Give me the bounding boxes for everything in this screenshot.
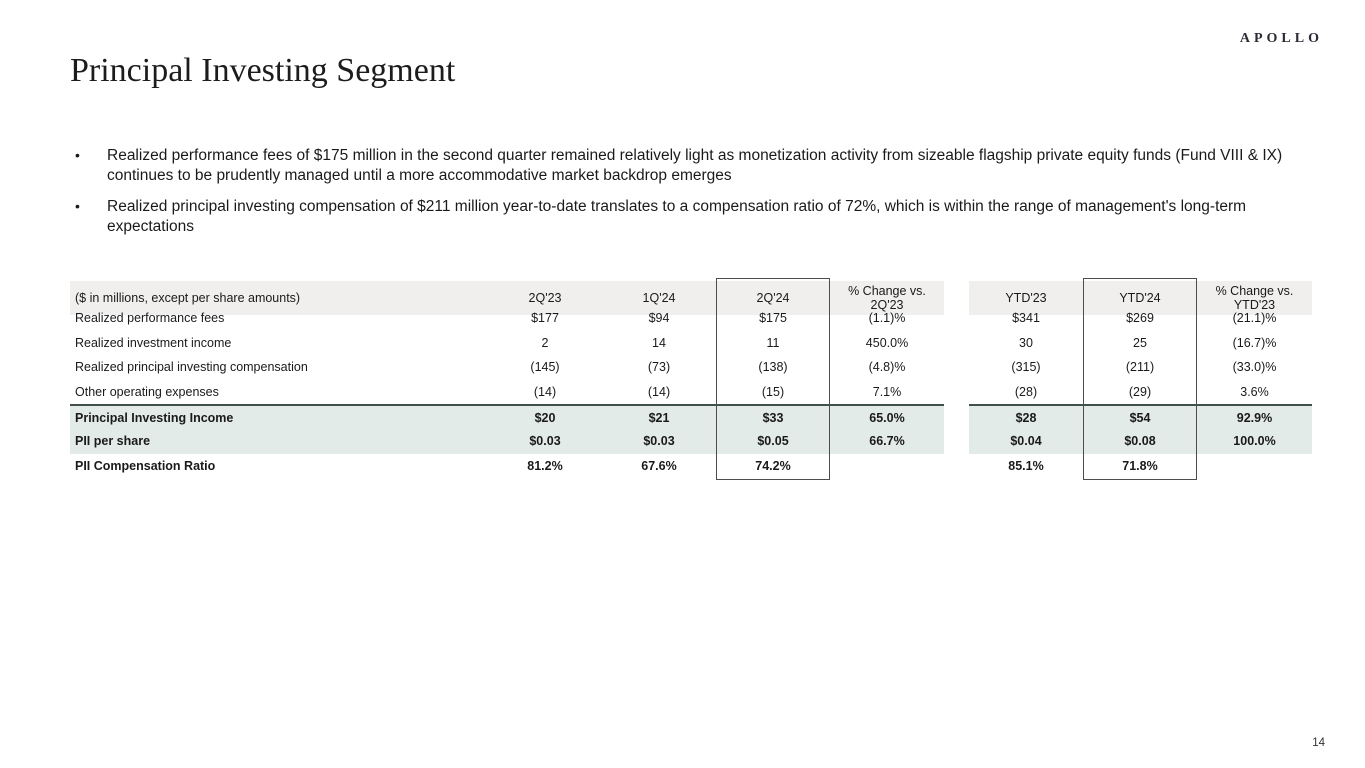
- table-cell: (28): [1014, 385, 1038, 400]
- column-gap: [944, 355, 969, 380]
- table-cell: $0.05: [716, 429, 830, 454]
- table-cell: (21.1)%: [1232, 311, 1277, 326]
- table-cell: 92.9%: [1197, 404, 1312, 430]
- table-cell: $28: [969, 404, 1083, 430]
- table-cell: $0.03: [488, 429, 602, 454]
- table-cell: 3.6%: [1240, 385, 1269, 400]
- table-cell: (138): [758, 360, 788, 375]
- column-header: % Change vs. YTD'23: [1197, 281, 1312, 315]
- column-gap: [944, 380, 969, 405]
- bullet-item: • Realized principal investing compensat…: [75, 197, 1290, 236]
- bullet-item: • Realized performance fees of $175 mill…: [75, 146, 1290, 185]
- table-cell: 81.2%: [527, 459, 563, 474]
- table-cell: (145): [530, 360, 560, 375]
- table-cell: $94: [648, 311, 670, 326]
- table-cell: $177: [531, 311, 559, 326]
- table-cell: $175: [759, 311, 787, 326]
- column-gap: [944, 454, 969, 479]
- table-cell: (29): [1128, 385, 1152, 400]
- column-gap: [944, 330, 969, 355]
- table-cell: $20: [488, 404, 602, 430]
- table-cell: 450.0%: [865, 335, 909, 350]
- table-cell: 65.0%: [830, 404, 944, 430]
- financial-table: ($ in millions, except per share amounts…: [70, 278, 1312, 480]
- bullet-text: Realized principal investing compensatio…: [107, 198, 1247, 235]
- table-cell: (4.8)%: [868, 360, 906, 375]
- bullet-marker: •: [75, 147, 80, 163]
- table-cell: (73): [647, 360, 671, 375]
- row-label: Principal Investing Income: [70, 404, 488, 430]
- table-cell: 30: [1019, 335, 1033, 350]
- row-label: Other operating expenses: [75, 385, 219, 400]
- table-cell: $0.03: [602, 429, 716, 454]
- bullet-marker: •: [75, 198, 80, 214]
- table-cell: $21: [602, 404, 716, 430]
- column-header: YTD'23: [969, 281, 1083, 315]
- table-cell: $33: [716, 404, 830, 430]
- table-cell: (315): [1011, 360, 1041, 375]
- bullet-list: • Realized performance fees of $175 mill…: [75, 146, 1290, 248]
- column-header: YTD'24: [1083, 281, 1197, 315]
- column-gap: [944, 429, 969, 454]
- table-cell: (15): [761, 385, 785, 400]
- bullet-text: Realized performance fees of $175 millio…: [107, 147, 1283, 184]
- table-cell: 25: [1133, 335, 1147, 350]
- table-cell: 7.1%: [872, 385, 902, 400]
- table-cell: $341: [1012, 311, 1040, 326]
- table-cell: (1.1)%: [868, 311, 906, 326]
- column-gap: [944, 404, 969, 429]
- table-cell: 11: [766, 335, 780, 350]
- table-cell: (33.0)%: [1232, 360, 1277, 375]
- table-cell: 2: [541, 335, 549, 350]
- table-cell: 100.0%: [1197, 429, 1312, 454]
- page-title: Principal Investing Segment: [70, 52, 456, 89]
- table-cell: $0.08: [1083, 429, 1197, 454]
- table-cell: $54: [1083, 404, 1197, 430]
- table-cell: 85.1%: [1008, 459, 1044, 474]
- table-cell: 67.6%: [641, 459, 677, 474]
- table-cell: (14): [533, 385, 557, 400]
- table-cell: (211): [1125, 360, 1155, 375]
- financial-table-grid: ($ in millions, except per share amounts…: [70, 278, 1312, 480]
- row-label: Realized principal investing compensatio…: [75, 360, 308, 375]
- table-cell: $0.04: [969, 429, 1083, 454]
- row-label: PII per share: [70, 429, 488, 454]
- column-header: 2Q'23: [488, 281, 602, 315]
- apollo-logo: APOLLO: [1239, 31, 1323, 46]
- column-header: 2Q'24: [716, 281, 830, 315]
- table-cell: [830, 454, 944, 479]
- table-caption: ($ in millions, except per share amounts…: [70, 281, 488, 315]
- table-cell: 14: [652, 335, 666, 350]
- row-label: Realized performance fees: [75, 311, 225, 326]
- column-gap: [944, 306, 969, 331]
- table-cell: 71.8%: [1122, 459, 1158, 474]
- table-cell: 74.2%: [755, 459, 791, 474]
- page-number: 14: [1312, 737, 1325, 749]
- table-cell: (16.7)%: [1232, 335, 1277, 350]
- table-cell: [1197, 454, 1312, 479]
- table-cell: $269: [1126, 311, 1154, 326]
- column-header: 1Q'24: [602, 281, 716, 315]
- table-cell: 66.7%: [830, 429, 944, 454]
- column-header: % Change vs. 2Q'23: [830, 281, 944, 315]
- row-label: Realized investment income: [75, 335, 232, 350]
- row-label: PII Compensation Ratio: [75, 459, 216, 474]
- table-cell: (14): [647, 385, 671, 400]
